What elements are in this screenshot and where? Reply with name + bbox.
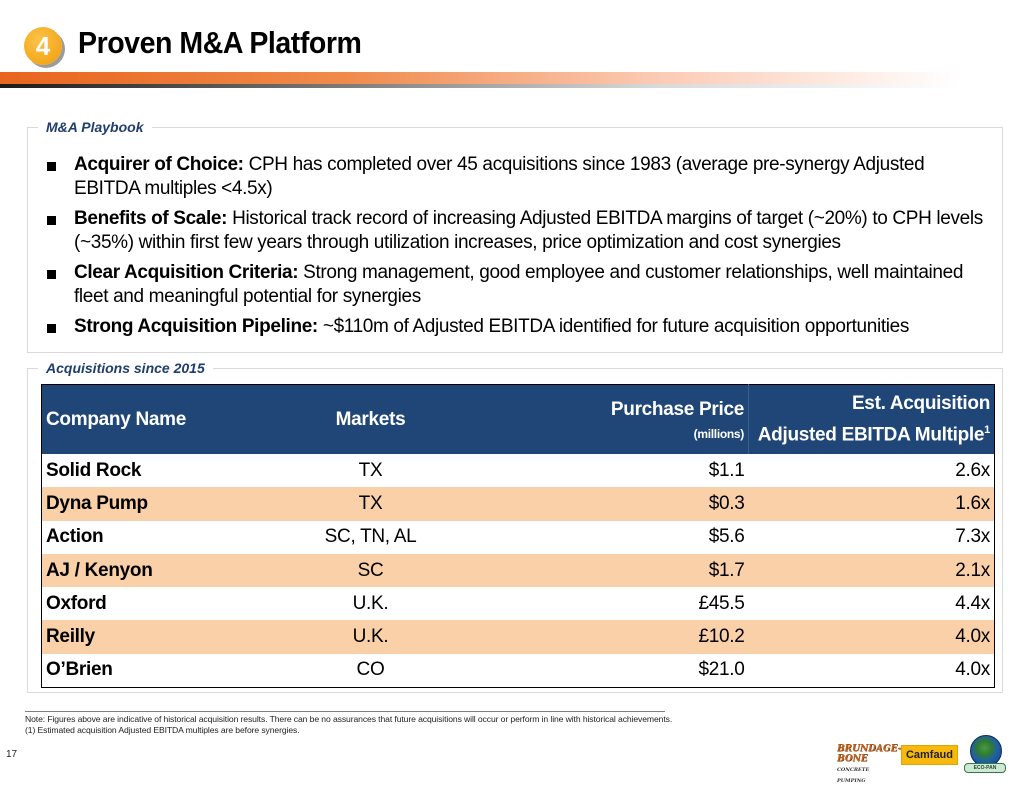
acquisitions-panel: Acquisitions since 2015 Company Name Mar… bbox=[27, 360, 1003, 693]
multiple-cell: 2.1x bbox=[748, 553, 995, 588]
acquisitions-table: Company Name Markets Purchase Price (mil… bbox=[41, 384, 995, 689]
bullet-item: Benefits of Scale: Historical track reco… bbox=[46, 207, 988, 255]
price-cell: $0.3 bbox=[473, 487, 749, 521]
playbook-panel: M&A Playbook Acquirer of Choice: CPH has… bbox=[27, 119, 1003, 353]
footnote-marker: 1 bbox=[984, 423, 990, 436]
eco-pan-logo: ECO-PAN bbox=[964, 735, 1008, 775]
table-body: Solid Rock TX $1.1 2.6x Dyna Pump TX $0.3 1.6x A… bbox=[41, 454, 995, 688]
company-cell: AJ / Kenyon bbox=[41, 553, 268, 588]
table-row: Action SC, TN, AL $5.6 7.3x bbox=[42, 521, 995, 554]
camfaud-logo: Camfaud bbox=[900, 745, 958, 765]
playbook-bullets: Acquirer of Choice: CPH has completed ov… bbox=[46, 153, 988, 345]
bullet-text: Historical track record of increasing Ad… bbox=[74, 208, 983, 253]
company-cell: Action bbox=[46, 526, 104, 548]
title-divider-orange bbox=[0, 72, 1000, 84]
square-bullet-icon bbox=[47, 270, 56, 279]
table-row: O’Brien CO $21.0 4.0x bbox=[42, 654, 995, 688]
price-header-label: Purchase Price bbox=[610, 398, 744, 420]
multiple-cell: 4.0x bbox=[955, 659, 990, 681]
multiple-cell: 7.3x bbox=[955, 526, 990, 548]
price-header-unit: (millions) bbox=[693, 426, 745, 441]
price-cell: $1.7 bbox=[473, 553, 749, 588]
bullet-heading: Strong Acquisition Pipeline: bbox=[74, 316, 318, 337]
section-number-badge: 4 bbox=[24, 27, 62, 65]
column-header-markets: Markets bbox=[268, 384, 473, 454]
footnote-1: (1) Estimated acquisition Adjusted EBITD… bbox=[25, 725, 300, 735]
bullet-heading: Clear Acquisition Criteria: bbox=[74, 262, 299, 283]
multiple-header-line2: Adjusted EBITDA Multiple bbox=[757, 424, 985, 446]
company-cell: Dyna Pump bbox=[41, 487, 268, 521]
table-row: Reilly U.K. £10.2 4.0x bbox=[41, 620, 995, 654]
brand-logos: BRUNDAGE- BONE CONCRETE PUMPING Camfaud … bbox=[836, 735, 1008, 784]
page-number: 17 bbox=[6, 749, 18, 760]
price-cell: $5.6 bbox=[708, 526, 745, 548]
column-header-price: Purchase Price (millions) bbox=[473, 384, 749, 454]
playbook-label: M&A Playbook bbox=[38, 119, 152, 135]
brundage-bone-logo: BRUNDAGE- BONE CONCRETE PUMPING bbox=[836, 744, 902, 784]
footnote-divider bbox=[25, 711, 665, 712]
brundage-logo-sub: CONCRETE PUMPING bbox=[836, 767, 870, 784]
acquisitions-label: Acquisitions since 2015 bbox=[38, 360, 213, 376]
bullet-item: Clear Acquisition Criteria: Strong manag… bbox=[46, 261, 988, 309]
markets-cell: TX bbox=[358, 459, 383, 481]
title-divider-gray bbox=[0, 84, 1000, 88]
price-cell: $1.1 bbox=[708, 459, 745, 481]
multiple-cell: 4.0x bbox=[748, 620, 995, 654]
bullet-text: CPH has completed over 45 acquisitions s… bbox=[74, 154, 925, 199]
column-header-multiple: Est. Acquisition Adjusted EBITDA Multipl… bbox=[748, 384, 995, 454]
bullet-text: Strong management, good employee and cus… bbox=[74, 262, 964, 307]
markets-cell: TX bbox=[268, 487, 473, 521]
footnotes: Note: Figures above are indicative of hi… bbox=[25, 714, 672, 736]
table-row: Oxford U.K. £45.5 4.4x bbox=[42, 587, 995, 620]
brundage-logo-line1: BRUNDAGE- bbox=[836, 744, 902, 754]
markets-cell: U.K. bbox=[352, 592, 389, 614]
markets-cell: U.K. bbox=[268, 620, 473, 654]
company-cell: Oxford bbox=[46, 592, 107, 614]
multiple-cell: 4.4x bbox=[955, 592, 990, 614]
bullet-heading: Benefits of Scale: bbox=[74, 208, 228, 229]
price-cell: £10.2 bbox=[473, 620, 749, 654]
brundage-logo-line2: BONE bbox=[836, 754, 868, 764]
table-row: AJ / Kenyon SC $1.7 2.1x bbox=[41, 553, 995, 588]
square-bullet-icon bbox=[47, 324, 56, 333]
column-header-company: Company Name bbox=[41, 384, 268, 454]
square-bullet-icon bbox=[47, 216, 56, 225]
multiple-header-line1: Est. Acquisition bbox=[851, 392, 990, 414]
page-title: Proven M&A Platform bbox=[78, 25, 362, 60]
bullet-heading: Acquirer of Choice: bbox=[74, 154, 244, 175]
price-cell: £45.5 bbox=[698, 592, 745, 614]
bullet-text: ~$110m of Adjusted EBITDA identified for… bbox=[317, 316, 910, 337]
table-row: Dyna Pump TX $0.3 1.6x bbox=[41, 487, 995, 521]
multiple-cell: 1.6x bbox=[748, 487, 995, 521]
company-cell: Reilly bbox=[41, 620, 268, 654]
table-header-row: Company Name Markets Purchase Price (mil… bbox=[41, 384, 995, 454]
bullet-item: Acquirer of Choice: CPH has completed ov… bbox=[46, 153, 988, 201]
price-cell: $21.0 bbox=[698, 659, 745, 681]
markets-cell: CO bbox=[356, 659, 385, 681]
company-cell: Solid Rock bbox=[46, 459, 142, 481]
markets-cell: SC bbox=[268, 553, 473, 588]
multiple-cell: 2.6x bbox=[955, 459, 990, 481]
company-cell: O’Brien bbox=[46, 659, 113, 681]
bullet-item: Strong Acquisition Pipeline: ~$110m of A… bbox=[46, 315, 988, 339]
footnote-note: Note: Figures above are indicative of hi… bbox=[25, 714, 673, 724]
markets-cell: SC, TN, AL bbox=[324, 526, 417, 548]
table-row: Solid Rock TX $1.1 2.6x bbox=[42, 454, 995, 487]
square-bullet-icon bbox=[47, 162, 56, 171]
